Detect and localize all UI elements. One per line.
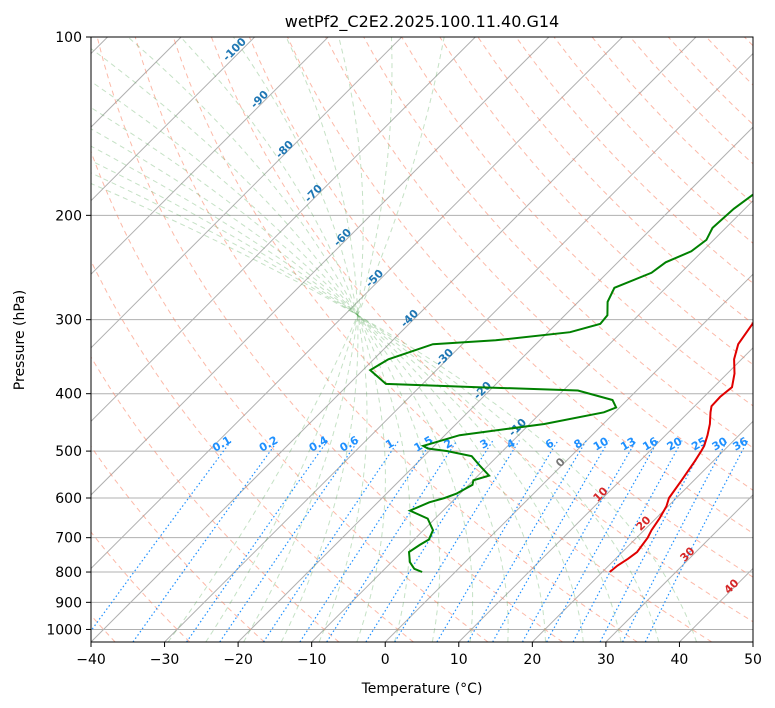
mixing-ratio-line — [436, 440, 559, 642]
x-tick-label: 20 — [523, 652, 541, 668]
isotherm-line — [531, 420, 753, 642]
moist-adiabat-line — [91, 182, 697, 642]
dry-adiabat-line — [134, 37, 638, 642]
dry-adiabat-line — [248, 37, 753, 578]
mixing-ratio-line — [521, 440, 637, 642]
mixing-ratio-line — [91, 440, 232, 632]
dry-adiabat-line — [515, 37, 753, 284]
dry-adiabat-line — [91, 445, 265, 642]
moist-adiabat-line — [91, 80, 474, 642]
dry-adiabat-line — [91, 356, 340, 642]
mixing-ratio-line — [492, 440, 610, 642]
x-tick-label: 30 — [597, 652, 615, 668]
y-tick-label: 1000 — [46, 622, 82, 638]
x-tick-label: 40 — [671, 652, 689, 668]
y-axis-label: Pressure (hPa) — [12, 290, 28, 390]
x-axis: −40 −30 −20 −10 0 10 20 30 40 50 — [76, 642, 762, 668]
x-tick-label: 50 — [744, 652, 762, 668]
profile-series — [368, 193, 753, 573]
x-tick-label: 10 — [450, 652, 468, 668]
isotherm-line — [91, 37, 697, 642]
mixing-ratio-line — [467, 440, 587, 642]
moist-adiabat-line — [91, 172, 660, 642]
y-tick-label: 200 — [55, 208, 82, 224]
moist-adiabat-line — [180, 37, 386, 642]
y-tick-label: 100 — [55, 30, 82, 46]
moist-adiabat-line — [167, 37, 445, 642]
x-tick-label: −20 — [223, 652, 253, 668]
mixing-ratio-line — [219, 440, 359, 642]
moist-adiabat-line — [91, 128, 546, 642]
temperature-line — [609, 321, 753, 573]
moist-adiabat-line — [91, 48, 441, 642]
dry-adiabat-line — [210, 37, 753, 623]
moist-adiabat-line — [127, 37, 411, 642]
chart-title: wetPf2_C2E2.2025.100.11.40.G14 — [285, 12, 559, 32]
y-tick-label: 600 — [55, 491, 82, 507]
mixing-ratio-line — [326, 440, 458, 642]
x-tick-label: −30 — [150, 652, 180, 668]
x-tick-label: 0 — [381, 652, 390, 668]
isotherm-line — [91, 37, 329, 275]
isotherm-line — [91, 37, 403, 349]
mixing-ratio-line — [262, 440, 400, 642]
moist-adiabat-line — [91, 107, 509, 642]
y-tick-label: 900 — [55, 595, 82, 611]
mixing-ratio-line — [644, 440, 749, 642]
moist-adiabat-line — [280, 37, 359, 642]
moist-adiabat-line — [232, 37, 368, 642]
dry-adiabat-line — [172, 37, 713, 642]
y-tick-label: 800 — [55, 565, 82, 581]
isotherm-line — [384, 273, 753, 642]
dry-adiabat-line — [287, 37, 753, 534]
mixing-ratio-line — [572, 440, 683, 642]
mixing-ratio-line — [299, 440, 433, 642]
isotherm-line — [91, 37, 476, 423]
mixing-ratio-line — [394, 440, 520, 642]
x-tick-label: −40 — [76, 652, 106, 668]
isotherm-line — [237, 126, 753, 642]
dry-adiabat-line — [401, 37, 753, 407]
x-tick-label: −10 — [297, 652, 327, 668]
moist-adiabat-line — [91, 160, 622, 642]
dry-adiabat-line — [91, 150, 489, 642]
isotherm-line — [91, 37, 550, 496]
plot-frame — [90, 36, 754, 643]
isotherm-line — [164, 52, 753, 642]
isotherm-line — [91, 37, 256, 202]
mixing-ratio-line — [546, 440, 659, 642]
mixing-ratio-line — [365, 440, 494, 642]
x-axis-label: Temperature (°C) — [361, 681, 483, 697]
dry-adiabat-line — [91, 259, 414, 642]
moist-adiabat-line — [243, 37, 364, 642]
dry-adiabat-line — [91, 531, 191, 642]
dry-adiabat-line — [96, 37, 563, 642]
background-lines — [91, 37, 753, 642]
mixing-ratio-line — [132, 440, 279, 642]
mixing-ratio-line — [186, 440, 329, 642]
y-axis: 100 200 300 400 500 600 700 800 900 1000 — [46, 30, 91, 638]
y-tick-label: 300 — [55, 313, 82, 329]
dry-adiabat-line — [439, 37, 753, 366]
y-tick-label: 400 — [55, 387, 82, 403]
y-tick-label: 700 — [55, 531, 82, 547]
moist-adiabat-line — [205, 37, 393, 642]
isotherm-line — [91, 37, 623, 570]
y-tick-label: 500 — [55, 444, 82, 460]
isotherm-line — [458, 347, 753, 642]
dewpoint-line — [368, 193, 753, 573]
isotherm-line — [605, 494, 753, 642]
